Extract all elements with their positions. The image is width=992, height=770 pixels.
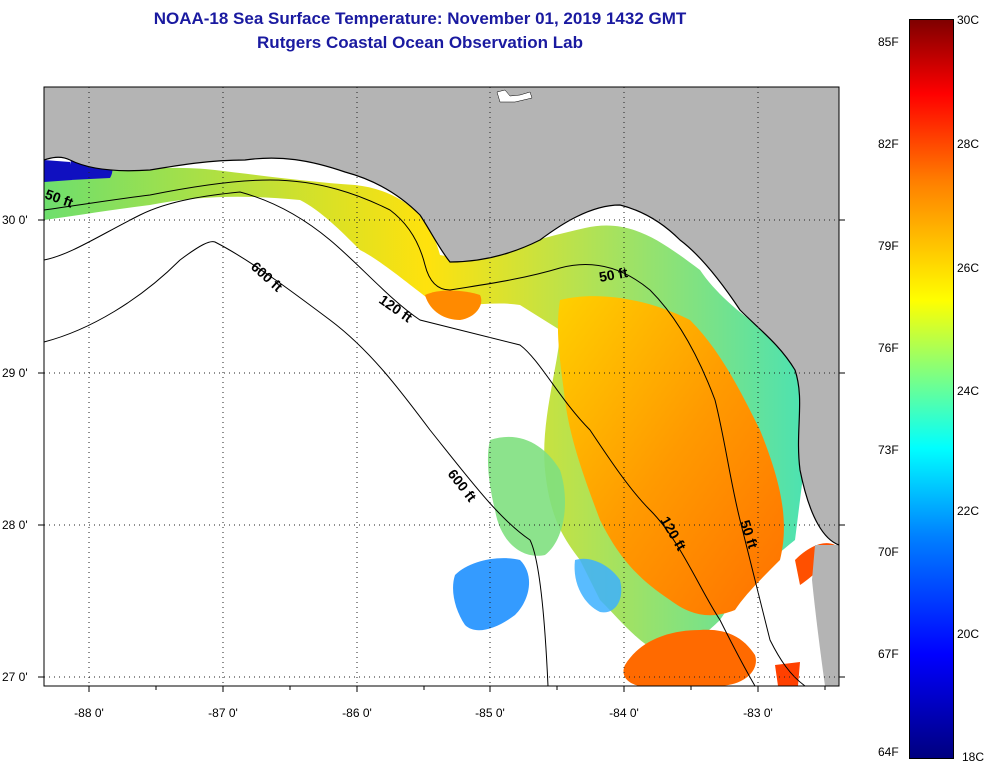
- lat-label-28: 28 0': [2, 518, 28, 532]
- cb-f-67: 67F: [878, 647, 899, 661]
- cb-f-76: 76F: [878, 341, 899, 355]
- lat-label-27: 27 0': [2, 670, 28, 684]
- land-mass: [44, 87, 839, 545]
- tick-marks: [38, 219, 845, 692]
- cb-f-79: 79F: [878, 239, 899, 253]
- cb-c-24: 24C: [957, 384, 980, 398]
- cb-c-20: 20C: [957, 627, 980, 641]
- lon-label-87: -87 0': [208, 706, 238, 720]
- lat-label-29: 29 0': [2, 366, 28, 380]
- map-subtitle: Rutgers Coastal Ocean Observation Lab: [257, 33, 583, 52]
- cb-c-26: 26C: [957, 261, 980, 275]
- lon-label-83: -83 0': [743, 706, 773, 720]
- sst-field: [44, 112, 835, 686]
- temperature-colorbar: [909, 19, 954, 759]
- lat-label-30: 30 0': [2, 213, 28, 227]
- lon-label-85: -85 0': [475, 706, 505, 720]
- lon-label-86: -86 0': [342, 706, 372, 720]
- cb-c-30: 30C: [957, 13, 980, 27]
- cb-f-73: 73F: [878, 443, 899, 457]
- map-title: NOAA-18 Sea Surface Temperature: Novembe…: [153, 9, 687, 28]
- lon-label-88: -88 0': [74, 706, 104, 720]
- land-mass-peninsula: [812, 545, 839, 686]
- depth-contours: [43, 179, 806, 687]
- contour-label-50ft-north: 50 ft: [598, 264, 629, 285]
- cb-f-85: 85F: [878, 35, 899, 49]
- cb-c-22: 22C: [957, 504, 980, 518]
- cb-c-18: 18C: [962, 750, 985, 764]
- coastline: [43, 156, 840, 546]
- cb-f-64: 64F: [878, 745, 899, 759]
- map-frame: [43, 86, 840, 687]
- lon-label-84: -84 0': [609, 706, 639, 720]
- cb-c-28: 28C: [957, 137, 980, 151]
- island: [496, 89, 533, 103]
- cb-f-70: 70F: [878, 545, 899, 559]
- cb-f-82: 82F: [878, 137, 899, 151]
